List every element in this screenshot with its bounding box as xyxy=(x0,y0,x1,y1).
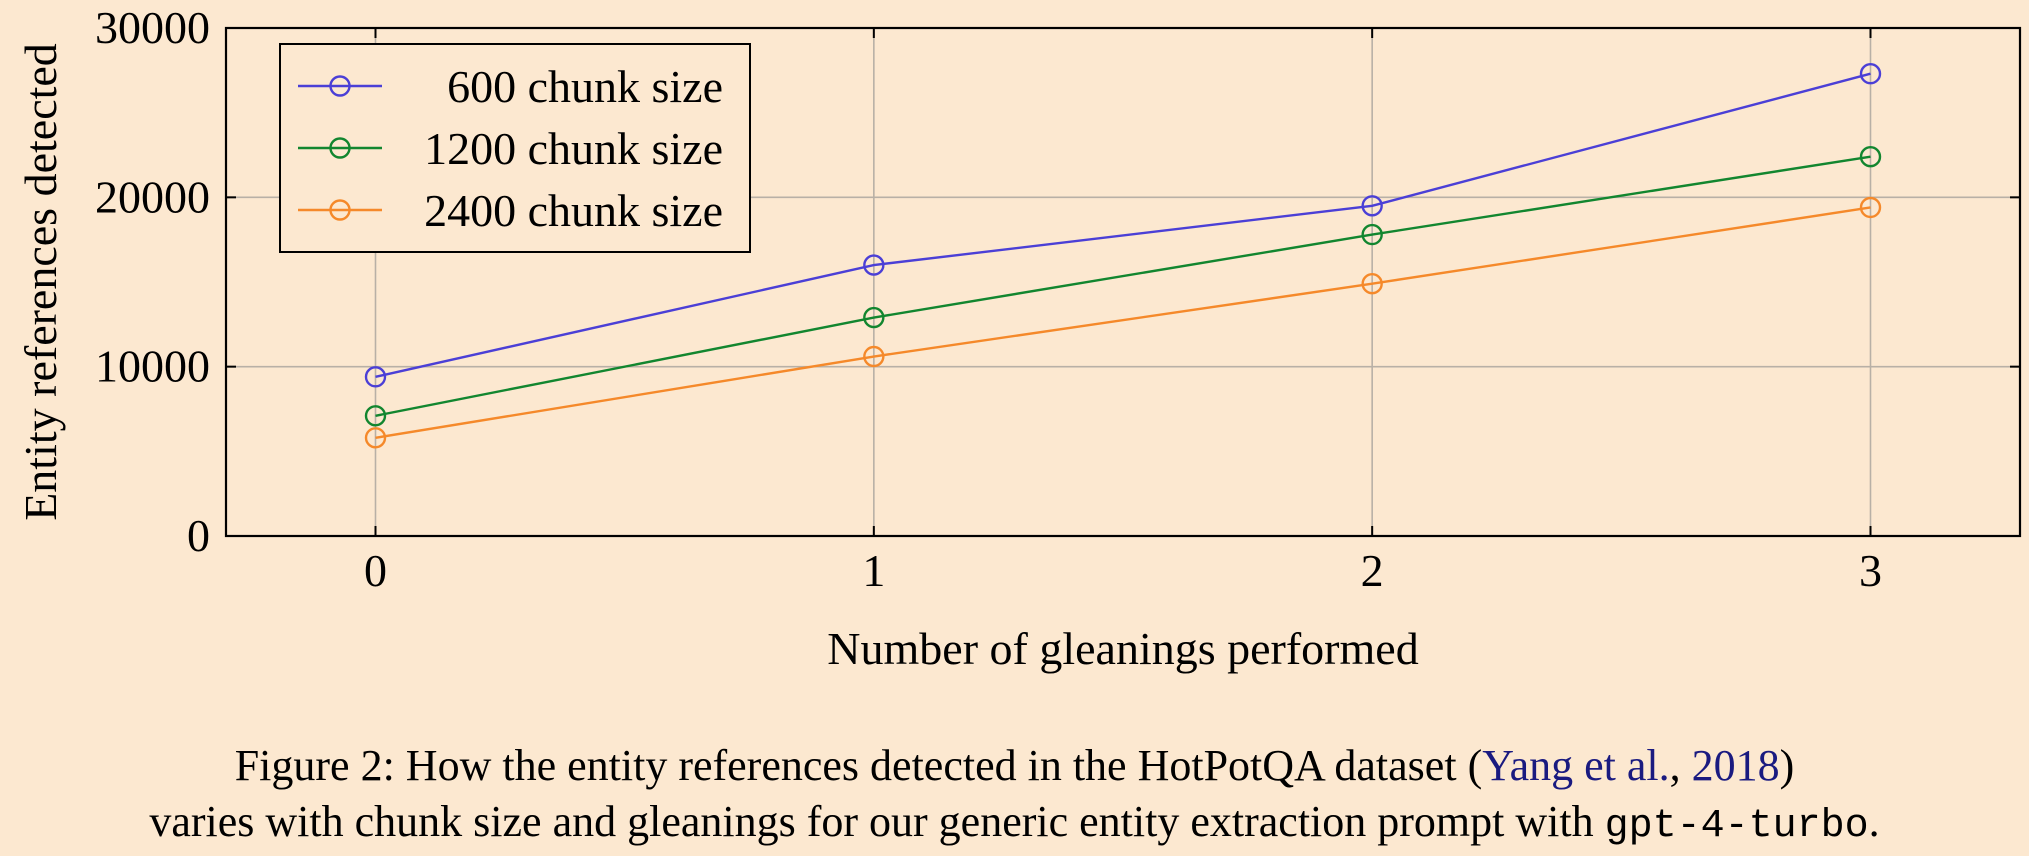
data-point xyxy=(1361,195,1383,217)
y-tick-label: 30000 xyxy=(95,2,210,53)
series-line xyxy=(375,72,1871,378)
legend-marker xyxy=(329,75,351,97)
legend-marker xyxy=(329,137,351,159)
caption-line-1: Figure 2: How the entity references dete… xyxy=(0,738,2029,794)
caption-line-2: varies with chunk size and gleanings for… xyxy=(0,794,2029,855)
series-line xyxy=(375,206,1871,439)
data-point xyxy=(863,306,885,329)
y-axis-label: Entity references detected xyxy=(15,43,66,521)
data-point xyxy=(364,427,387,449)
data-point xyxy=(1859,145,1882,168)
data-point xyxy=(1361,272,1383,295)
plot-frame xyxy=(224,26,2022,538)
y-tick-label: 20000 xyxy=(95,171,210,222)
x-tick-label: 1 xyxy=(862,545,885,596)
y-tick-label: 10000 xyxy=(95,341,210,392)
y-tick-label: 0 xyxy=(187,510,210,561)
citation-separator: , xyxy=(1669,741,1692,790)
legend-label: 1200 chunk size xyxy=(424,123,723,174)
legend-marker xyxy=(329,199,351,221)
legend-label: 2400 chunk size xyxy=(424,185,723,236)
data-point xyxy=(1859,196,1882,219)
line-chart: 0 1 2 3 0 10000 20000 30000 Number of gleanings … xyxy=(15,2,2022,674)
data-point xyxy=(1859,63,1882,85)
legend-label: 600 chunk size xyxy=(447,61,723,112)
caption-text: Figure 2: How the entity references dete… xyxy=(234,741,1483,790)
x-tick-label: 0 xyxy=(364,545,387,596)
data-point xyxy=(364,405,387,427)
x-axis-label: Number of gleanings performed xyxy=(827,623,1418,674)
data-point xyxy=(863,345,885,368)
caption-text: varies with chunk size and gleanings for… xyxy=(149,797,1605,846)
data-point xyxy=(863,254,885,276)
caption-text-end: ) xyxy=(1779,741,1795,790)
model-name: gpt-4-turbo xyxy=(1604,804,1869,849)
data-point xyxy=(364,366,387,388)
series-line xyxy=(375,155,1871,417)
data-point xyxy=(1361,223,1383,246)
caption-period: . xyxy=(1868,797,1880,846)
citation-year-link[interactable]: 2018 xyxy=(1691,741,1780,790)
x-tick-label: 2 xyxy=(1361,545,1384,596)
citation-authors-link[interactable]: Yang et al. xyxy=(1482,741,1670,790)
x-tick-label: 3 xyxy=(1859,545,1882,596)
figure-caption: Figure 2: How the entity references dete… xyxy=(0,738,2029,855)
